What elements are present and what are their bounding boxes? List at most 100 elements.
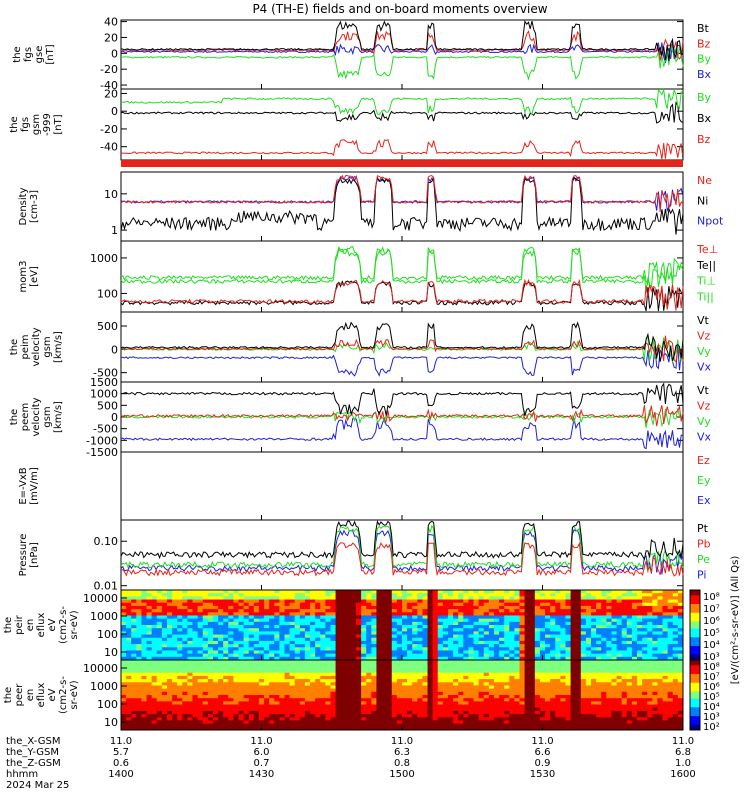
heatmap-cell xyxy=(493,717,500,721)
heatmap-cell xyxy=(570,691,577,696)
heatmap-cell xyxy=(340,596,347,601)
heatmap-cell xyxy=(345,640,352,645)
heatmap-cell xyxy=(274,726,280,731)
heatmap-cell xyxy=(248,631,255,636)
heatmap-cell xyxy=(422,656,429,661)
figure-title: P4 (TH-E) fields and on-board moments ov… xyxy=(252,2,547,16)
heatmap-cell xyxy=(146,704,153,709)
heatmap-cell xyxy=(172,704,178,709)
heatmap-cell xyxy=(146,612,153,616)
heatmap-cell xyxy=(187,609,194,613)
heatmap-cell xyxy=(258,707,265,712)
heatmap-cell xyxy=(493,710,500,715)
heatmap-cell xyxy=(192,704,199,709)
heatmap-cell xyxy=(294,685,301,690)
heatmap-cell xyxy=(442,695,449,699)
heatmap-cell xyxy=(381,701,388,706)
heatmap-cell xyxy=(177,640,183,645)
heatmap-cell xyxy=(121,682,127,686)
heatmap-cell xyxy=(248,637,255,642)
heatmap-cell xyxy=(422,707,429,712)
heatmap-cell xyxy=(514,682,521,686)
heatmap-cell xyxy=(141,669,148,674)
heatmap-cell xyxy=(509,720,515,725)
heatmap-cell xyxy=(626,647,633,651)
heatmap-cell xyxy=(499,625,505,629)
heatmap-cell xyxy=(131,704,137,709)
heatmap-cell xyxy=(504,717,510,721)
heatmap-cell xyxy=(417,647,423,651)
heatmap-cell xyxy=(284,612,291,616)
heatmap-cell xyxy=(437,590,444,594)
heatmap-cell xyxy=(228,599,234,604)
heatmap-cell xyxy=(560,707,566,712)
heatmap-cell xyxy=(545,656,551,661)
heatmap-cell xyxy=(187,590,194,594)
heatmap-cell xyxy=(565,701,572,706)
heatmap-cell xyxy=(126,590,132,594)
heatmap-cell xyxy=(596,726,602,731)
heatmap-cell xyxy=(310,679,316,683)
heatmap-cell xyxy=(422,675,429,680)
heatmap-cell xyxy=(412,590,418,594)
heatmap-cell xyxy=(356,666,362,671)
heatmap-cell xyxy=(555,618,561,623)
heatmap-cell xyxy=(453,675,459,680)
heatmap-cell xyxy=(427,710,434,715)
panel-9: the peir en eflux eV (cm2-s-sr-eV)10000100010… xyxy=(3,589,720,663)
heatmap-cell xyxy=(585,653,592,658)
heatmap-cell xyxy=(555,650,561,655)
heatmap-cell xyxy=(335,631,342,636)
heatmap-cell xyxy=(504,663,510,667)
heatmap-cell xyxy=(310,650,316,655)
heatmap-cell xyxy=(264,666,270,671)
heatmap-cell xyxy=(258,688,265,693)
heatmap-cell xyxy=(427,685,434,690)
heatmap-cell xyxy=(233,621,240,626)
heatmap-cell xyxy=(504,675,510,680)
heatmap-cell xyxy=(166,650,173,655)
heatmap-cell xyxy=(524,593,531,597)
heatmap-cell xyxy=(386,590,393,594)
heatmap-cell xyxy=(621,621,628,626)
heatmap-cell xyxy=(412,701,418,706)
heatmap-cell xyxy=(121,637,127,642)
heatmap-cell xyxy=(596,621,602,626)
heatmap-cell xyxy=(611,710,618,715)
heatmap-cell xyxy=(524,669,531,674)
heatmap-cell xyxy=(304,599,311,604)
heatmap-cell xyxy=(402,593,408,597)
heatmap-cell xyxy=(315,675,321,680)
heatmap-cell xyxy=(258,698,265,702)
heatmap-cell xyxy=(478,714,485,718)
heatmap-cell xyxy=(248,653,255,658)
heatmap-cell xyxy=(504,599,510,604)
heatmap-cell xyxy=(386,593,393,597)
heatmap-cell xyxy=(504,656,510,661)
heatmap-cell xyxy=(361,621,367,626)
heatmap-cell xyxy=(218,726,224,731)
heatmap-cell xyxy=(483,701,490,706)
heatmap-cell xyxy=(330,726,337,731)
heatmap-cell xyxy=(177,660,183,664)
heatmap-cell xyxy=(376,596,383,601)
heatmap-cell xyxy=(412,647,418,651)
heatmap-cell xyxy=(463,726,469,731)
heatmap-cell xyxy=(442,726,449,731)
heatmap-cell xyxy=(647,609,653,613)
heatmap-cell xyxy=(539,660,546,664)
heatmap-cell xyxy=(483,628,490,632)
heatmap-cell xyxy=(432,605,439,610)
heatmap-cell xyxy=(565,605,572,610)
heatmap-cell xyxy=(166,644,173,648)
heatmap-cell xyxy=(207,631,214,636)
heatmap-cell xyxy=(647,653,653,658)
heatmap-cell xyxy=(207,650,214,655)
heatmap-cell xyxy=(493,666,500,671)
heatmap-cell xyxy=(361,691,367,696)
heatmap-cell xyxy=(545,615,551,620)
heatmap-cell xyxy=(279,714,285,718)
heatmap-cell xyxy=(258,640,265,645)
heatmap-cell xyxy=(427,660,434,664)
heatmap-cell xyxy=(483,666,490,671)
